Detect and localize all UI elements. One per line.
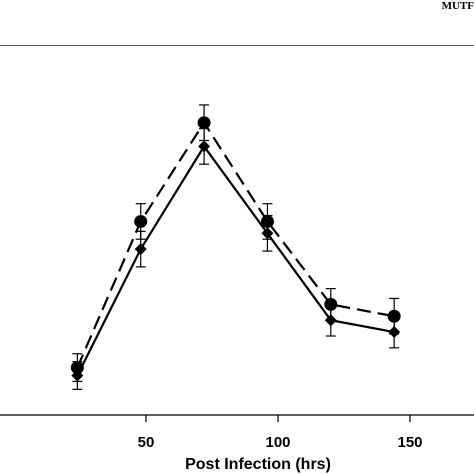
series-line: [76, 144, 395, 376]
data-point: [388, 326, 401, 339]
x-tick-label: 150: [397, 434, 422, 451]
x-axis-label: Post Infection (hrs): [185, 456, 331, 473]
series-line: [76, 120, 395, 369]
data-point: [197, 116, 211, 130]
data-point: [324, 314, 337, 327]
data-point: [134, 243, 147, 256]
data-point: [261, 227, 274, 240]
series-1: [70, 104, 401, 383]
data-point: [134, 214, 148, 228]
header-rule: [0, 45, 474, 46]
header-text: MUTF: [441, 0, 474, 12]
data-point: [198, 140, 211, 153]
x-tick-label: 50: [138, 434, 155, 451]
data-point: [71, 369, 84, 382]
x-tick-label: 100: [265, 434, 290, 451]
series-2: [71, 128, 401, 390]
